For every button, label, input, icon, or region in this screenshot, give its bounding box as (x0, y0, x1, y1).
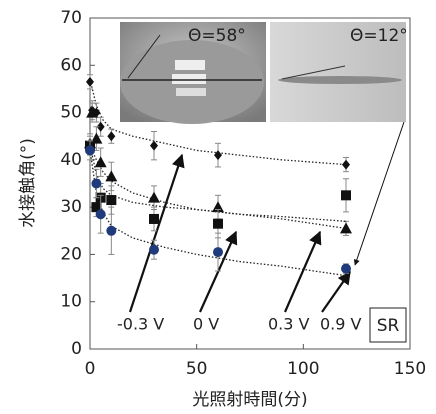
y-tick-label: 50 (60, 103, 82, 123)
y-tick-label: 20 (60, 244, 82, 264)
annotation: 0.3 V (268, 315, 310, 334)
x-tick-label: 100 (287, 359, 319, 379)
point (107, 131, 116, 142)
arrows (128, 121, 405, 313)
point (213, 247, 223, 258)
corner-box (369, 307, 407, 343)
inset-1 (120, 22, 266, 124)
y-tick-label: 0 (71, 339, 82, 359)
point (341, 263, 351, 274)
y-tick-label: 60 (60, 55, 82, 75)
point (342, 159, 350, 170)
point (149, 244, 159, 255)
point (148, 191, 160, 203)
annotation: -0.3 V (117, 315, 164, 334)
inset-2 (270, 22, 406, 122)
point (150, 140, 158, 151)
point (91, 178, 102, 189)
x-tick-label: 150 (394, 359, 426, 379)
point (214, 150, 222, 161)
x-tick-label: 0 (85, 359, 96, 379)
point (95, 209, 106, 220)
point (106, 225, 117, 236)
point (91, 202, 102, 213)
point (213, 218, 223, 229)
annotation: 0.9 V (320, 315, 362, 334)
point (149, 213, 159, 224)
y-axis-label: 水接触角(°) (18, 138, 38, 228)
annotation: 0 V (193, 315, 219, 334)
corner-label: SR (377, 316, 400, 336)
x-tick-label: 50 (186, 359, 208, 379)
plot-frame (89, 17, 411, 350)
point (105, 170, 118, 182)
inset-label: Θ=12° (350, 26, 408, 46)
y-tick-label: 40 (60, 150, 82, 170)
point (86, 76, 94, 87)
x-axis-label: 光照射時間(分) (192, 390, 307, 410)
point (85, 145, 95, 156)
inset-label: Θ=58° (188, 26, 246, 46)
y-tick-label: 10 (60, 292, 82, 312)
point (340, 222, 352, 234)
point (341, 190, 351, 201)
y-tick-label: 70 (60, 8, 82, 28)
point (94, 156, 107, 168)
point (106, 195, 117, 206)
point (86, 106, 99, 118)
point (96, 121, 105, 132)
y-tick-label: 30 (60, 197, 82, 217)
